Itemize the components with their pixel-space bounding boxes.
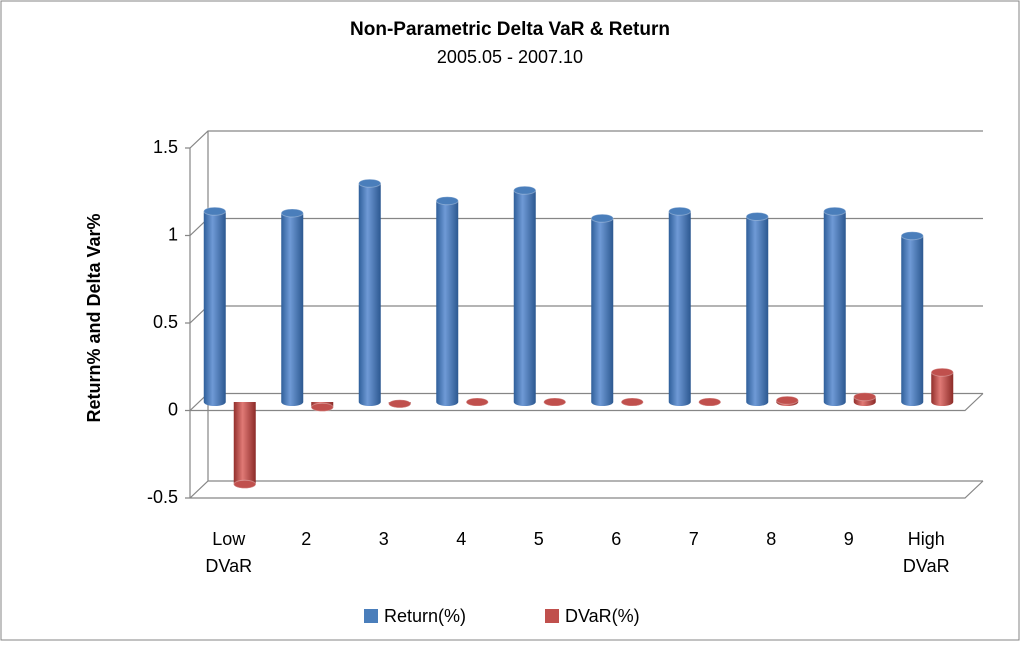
x-tick-label: 6 (611, 529, 621, 549)
x-tick-label: 4 (456, 529, 466, 549)
bar-top (775, 395, 799, 405)
grid-line (185, 130, 983, 149)
x-tick-label: 8 (766, 529, 776, 549)
bar (465, 397, 489, 407)
legend-swatch (545, 609, 559, 623)
bar-top (668, 206, 692, 216)
y-tick-label: -0.5 (147, 487, 178, 507)
bar-top (233, 479, 257, 489)
bar-top (823, 206, 847, 216)
bar-body (668, 211, 691, 406)
bar-top (465, 397, 489, 407)
bar-top (203, 206, 227, 216)
bar-body (931, 372, 954, 406)
bar-top (745, 212, 769, 221)
bar (388, 399, 412, 409)
bar-top (310, 402, 334, 412)
bar (543, 397, 567, 407)
bar-top (620, 397, 644, 407)
x-tick-label: 9 (844, 529, 854, 549)
bar (513, 185, 537, 406)
bar-top (435, 196, 459, 206)
chart-title: Non-Parametric Delta VaR & Return (350, 19, 670, 40)
bar-body (901, 235, 924, 406)
bar (930, 367, 954, 406)
bar (823, 206, 847, 406)
x-tick-label: 7 (689, 529, 699, 549)
bar-top (280, 208, 304, 218)
bar (590, 213, 614, 406)
y-tick-label: 1 (168, 224, 178, 244)
bar-body (358, 183, 381, 406)
y-tick-label: 0 (168, 399, 178, 419)
grid-line (185, 480, 984, 499)
bar-top (543, 397, 567, 407)
bar (280, 208, 304, 406)
chart-subtitle: 2005.05 - 2007.10 (437, 47, 583, 67)
bar (620, 397, 644, 407)
legend-label: Return(%) (384, 606, 466, 626)
bar-top (900, 231, 924, 241)
bar (698, 397, 722, 407)
bar (900, 231, 924, 406)
bar-top (388, 399, 412, 409)
y-tick-label: 0.5 (153, 312, 178, 332)
bar-body (203, 211, 226, 406)
bar (233, 402, 257, 489)
bar (853, 392, 877, 406)
x-tick-label: Low DVaR (205, 529, 252, 576)
floor-line (190, 393, 984, 412)
bar-body (436, 200, 459, 406)
bar (358, 178, 382, 406)
bar-top (358, 178, 382, 188)
bar-top (513, 185, 537, 195)
legend-swatch (364, 609, 378, 623)
bar-body (513, 190, 536, 406)
bar (203, 206, 227, 406)
bar-top (853, 392, 877, 402)
x-tick-label: 5 (534, 529, 544, 549)
bar (435, 196, 459, 406)
bar-top (590, 213, 614, 223)
bar (310, 402, 334, 412)
bar-body (746, 216, 769, 406)
bar (668, 206, 692, 406)
bar-top (930, 367, 954, 377)
bar (745, 212, 769, 406)
bar-body (233, 402, 256, 489)
bar-body (591, 218, 614, 406)
bar-top (698, 397, 722, 407)
x-tick-label: High DVaR (903, 529, 950, 576)
legend-label: DVaR(%) (565, 606, 640, 626)
bar-body (823, 211, 846, 406)
x-tick-label: 3 (379, 529, 389, 549)
y-tick-label: 1.5 (153, 137, 178, 157)
bar (775, 395, 799, 406)
y-axis-label: Return% and Delta Var% (84, 213, 104, 422)
bar-body (281, 213, 304, 406)
x-tick-label: 2 (301, 529, 311, 549)
